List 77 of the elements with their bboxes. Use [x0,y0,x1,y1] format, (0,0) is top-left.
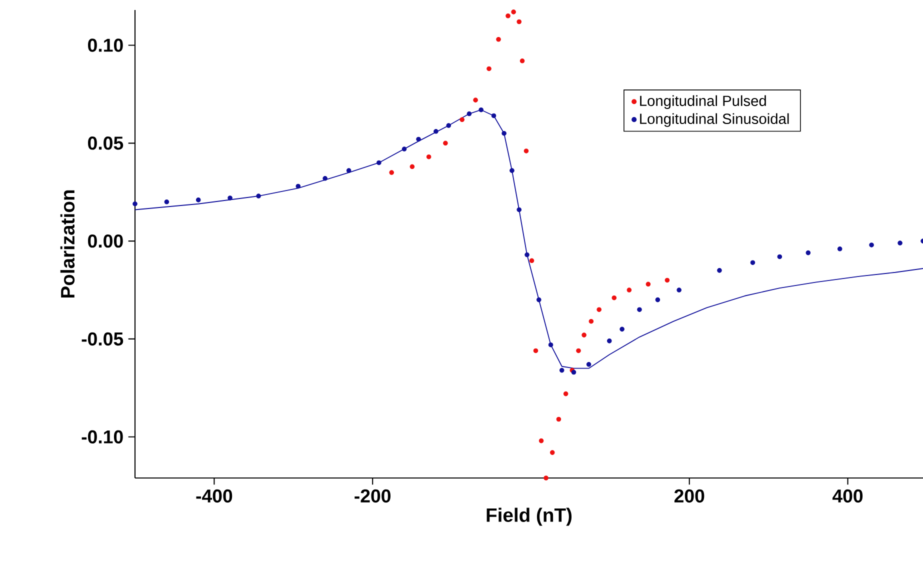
point [296,184,301,189]
point [556,416,562,422]
point [516,207,522,212]
point [486,66,492,72]
point [563,391,568,396]
point [443,140,448,146]
point [582,332,586,338]
point [132,201,138,206]
point [426,154,432,160]
point [576,348,581,354]
point [478,107,484,112]
point [164,199,170,204]
point [533,348,538,354]
point [256,194,261,198]
point [676,288,682,292]
point [548,342,554,348]
point [510,168,514,173]
point [898,240,902,246]
legend-label: Longitudinal Pulsed [640,95,766,109]
point [491,113,496,118]
point [536,297,542,302]
x-tick-label: 400 [832,489,863,503]
point [626,288,632,292]
point [473,98,478,102]
point [524,252,530,258]
y-tick-label: 0.00 [88,234,123,248]
point [717,268,722,273]
legend-label: Longitudinal Sinusoidal [640,113,789,127]
point [520,58,525,64]
point [586,362,592,367]
y-tick-label: 0.05 [88,136,124,150]
point [538,438,544,444]
point [869,242,874,248]
y-tick-label: 0.10 [88,38,123,52]
point [460,117,464,122]
point [402,146,407,152]
point [511,10,516,14]
point [750,260,756,266]
point [777,254,782,260]
point [806,250,811,256]
y-tick-label: -0.10 [82,430,123,444]
point [434,129,438,134]
y-tick-label: -0.05 [82,332,124,346]
y-axis-title: Polarization [60,190,75,298]
point [544,476,548,480]
x-tick-label: -200 [354,489,391,503]
point [529,258,534,264]
point [389,170,394,175]
point [416,136,421,142]
point [228,196,232,200]
point [322,176,328,181]
point [376,160,382,166]
x-tick-label: -400 [196,489,232,503]
point [837,246,842,252]
point [664,278,670,283]
point [346,168,352,173]
point [559,368,564,373]
x-tick-label: 200 [674,489,704,503]
point [550,450,555,455]
point [506,13,510,18]
point [612,295,617,300]
point [466,111,472,116]
point [620,326,624,332]
point [606,338,612,344]
point [637,307,642,312]
point [516,19,522,24]
point [502,130,506,136]
point [496,36,501,42]
point [446,123,452,128]
point [524,148,529,154]
point [596,307,602,312]
point [410,164,415,170]
point [196,198,201,202]
x-axis-title: Field (nT) [486,508,572,526]
point [588,318,594,324]
point [655,297,660,302]
point [646,282,651,287]
